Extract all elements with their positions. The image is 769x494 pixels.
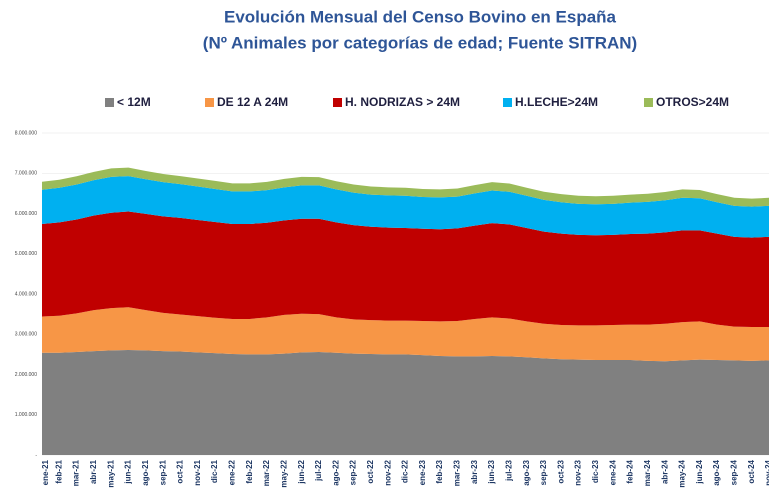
x-tick-label: mar-23 — [453, 459, 462, 486]
y-tick-label: 5.000.000 — [15, 251, 37, 257]
area — [42, 211, 769, 328]
x-tick-label: sep-23 — [539, 459, 548, 485]
y-tick-label: 1.000.000 — [15, 412, 37, 418]
legend-label: H.LECHE>24M — [515, 95, 598, 109]
x-tick-label: ago-23 — [522, 459, 531, 485]
x-tick-label: ene-21 — [41, 459, 50, 485]
x-tick-label: jun-22 — [297, 459, 306, 484]
x-tick-label: may-21 — [106, 459, 115, 487]
legend-swatch — [333, 98, 342, 107]
x-tick-label: may-22 — [279, 459, 288, 487]
labels: - 1.000.000 2.000.000 3.000.000 4.000.000 5.0… — [15, 95, 769, 487]
x-tick-label: mar-24 — [643, 459, 652, 486]
x-tick-label: ene-24 — [608, 459, 617, 485]
x-tick-label: nov-22 — [383, 459, 392, 485]
x-tick-label: dic-23 — [591, 459, 600, 483]
x-tick-label: feb-23 — [435, 459, 444, 483]
legend-swatch — [503, 98, 512, 107]
legend-label: < 12M — [117, 95, 151, 109]
y-tick-label: 4.000.000 — [15, 291, 37, 297]
x-tick-label: nov-21 — [193, 459, 202, 485]
legend-swatch — [644, 98, 653, 107]
areas — [42, 167, 769, 455]
x-tick-label: may-24 — [678, 459, 687, 487]
x-tick-label: jul-23 — [504, 459, 513, 481]
x-tick-label: abr-21 — [89, 459, 98, 484]
legend-label: DE 12 A 24M — [217, 95, 288, 109]
x-tick-label: sep-22 — [349, 459, 358, 485]
x-tick-label: ago-22 — [331, 459, 340, 485]
y-tick-label: - — [35, 452, 37, 458]
area — [42, 307, 769, 362]
y-tick-label: 2.000.000 — [15, 372, 37, 378]
x-tick-label: jun-24 — [695, 459, 704, 484]
x-tick-label: oct-23 — [556, 459, 565, 483]
y-tick-label: 8.000.000 — [15, 130, 37, 136]
x-tick-label: ago-21 — [141, 459, 150, 485]
x-tick-label: ene-23 — [418, 459, 427, 485]
y-tick-label: 6.000.000 — [15, 211, 37, 217]
x-tick-label: mar-22 — [262, 459, 271, 486]
chart-title: Evolución Mensual del Censo Bovino en Es… — [224, 7, 617, 26]
area — [42, 176, 769, 238]
legend-label: OTROS>24M — [656, 95, 729, 109]
x-tick-label: dic-22 — [401, 459, 410, 483]
y-tick-label: 3.000.000 — [15, 332, 37, 338]
x-tick-label: dic-21 — [210, 459, 219, 483]
x-tick-label: oct-24 — [747, 459, 756, 483]
x-tick-label: feb-21 — [54, 459, 63, 483]
legend-label: H. NODRIZAS > 24M — [345, 95, 460, 109]
legend-swatch — [105, 98, 114, 107]
x-tick-label: oct-21 — [176, 459, 185, 483]
x-tick-label: nov-23 — [574, 459, 583, 485]
chart-subtitle: (Nº Animales por categorías de edad; Fue… — [203, 33, 637, 52]
x-tick-label: ene-22 — [228, 459, 237, 485]
y-tick-label: 7.000.000 — [15, 171, 37, 177]
x-tick-label: ago-24 — [712, 459, 721, 485]
x-tick-label: abr-23 — [470, 459, 479, 484]
area — [42, 167, 769, 207]
x-tick-label: feb-24 — [626, 459, 635, 483]
legend-swatch — [205, 98, 214, 107]
x-tick-label: abr-24 — [660, 459, 669, 484]
x-tick-label: jun-23 — [487, 459, 496, 484]
x-tick-label: feb-22 — [245, 459, 254, 483]
x-tick-label: jun-21 — [124, 459, 133, 484]
x-tick-label: nov-24 — [764, 459, 769, 485]
x-tick-label: sep-21 — [158, 459, 167, 485]
x-tick-label: sep-24 — [729, 459, 738, 485]
x-tick-label: mar-21 — [72, 459, 81, 486]
x-tick-label: jul-22 — [314, 459, 323, 481]
area — [42, 349, 769, 455]
x-tick-label: oct-22 — [366, 459, 375, 483]
